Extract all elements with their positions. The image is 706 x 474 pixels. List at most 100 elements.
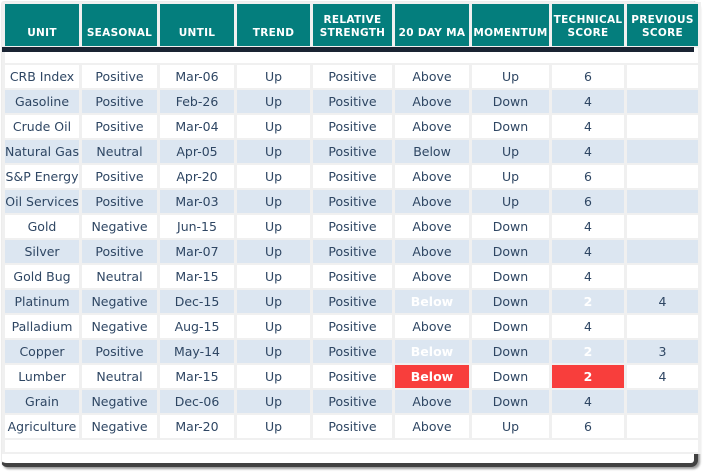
cell-ma_20: Above — [395, 390, 469, 413]
table-row-crb-index: CRB Index Positive Mar-06 Up Positive Above Up… — [5, 65, 698, 88]
cell-relative_strength: Positive — [313, 190, 392, 213]
table-row-s-p-energy: S&P Energy Positive Apr-20 Up Positive Above U… — [5, 165, 698, 188]
cell-technical_score: 4 — [552, 215, 624, 238]
cell-seasonal: Positive — [82, 240, 157, 263]
table-row-gold: Gold Negative Jun-15 Up Positive Above Down 4 — [5, 215, 698, 238]
cell-momentum: Down — [472, 390, 549, 413]
cell-unit: Natural Gas — [5, 140, 79, 163]
bottom-spacer-row — [5, 440, 698, 452]
cell-trend: Up — [237, 265, 310, 288]
cell-ma_20: Above — [395, 90, 469, 113]
cell-trend: Up — [237, 365, 310, 388]
cell-seasonal: Positive — [82, 65, 157, 88]
cell-relative_strength: Positive — [313, 90, 392, 113]
column-header-technical_score: TECHNICAL SCORE — [552, 4, 624, 46]
cell-technical_score: 6 — [552, 415, 624, 438]
cell-ma_20: Above — [395, 165, 469, 188]
cell-momentum: Up — [472, 65, 549, 88]
cell-relative_strength: Positive — [313, 315, 392, 338]
cell-technical_score: 6 — [552, 65, 624, 88]
cell-ma_20: Below — [395, 340, 469, 363]
table-row-lumber: Lumber Neutral Mar-15 Up Positive Below Down 2 4 — [5, 365, 698, 388]
cell-momentum: Up — [472, 415, 549, 438]
cell-seasonal: Negative — [82, 315, 157, 338]
cell-momentum: Down — [472, 290, 549, 313]
table-row-natural-gas: Natural Gas Neutral Apr-05 Up Positive Below U… — [5, 140, 698, 163]
cell-trend: Up — [237, 215, 310, 238]
cell-previous_score — [627, 390, 698, 413]
cell-seasonal: Neutral — [82, 265, 157, 288]
cell-ma_20: Above — [395, 415, 469, 438]
cell-unit: Grain — [5, 390, 79, 413]
cell-technical_score: 4 — [552, 140, 624, 163]
cell-previous_score — [627, 215, 698, 238]
cell-ma_20: Above — [395, 115, 469, 138]
cell-until: May-14 — [160, 340, 234, 363]
cell-until: Mar-03 — [160, 190, 234, 213]
cell-relative_strength: Positive — [313, 365, 392, 388]
cell-technical_score: 6 — [552, 190, 624, 213]
table-row-platinum: Platinum Negative Dec-15 Up Positive Below Dow… — [5, 290, 698, 313]
cell-technical_score: 2 — [552, 340, 624, 363]
column-header-relative_strength: RELATIVE STRENGTH — [313, 4, 392, 46]
cell-previous_score: 4 — [627, 365, 698, 388]
column-header-ma_20: 20 DAY MA — [395, 4, 469, 46]
cell-until: Mar-04 — [160, 115, 234, 138]
cell-until: Dec-15 — [160, 290, 234, 313]
cell-trend: Up — [237, 115, 310, 138]
cell-unit: Oil Services — [5, 190, 79, 213]
cell-ma_20: Above — [395, 65, 469, 88]
cell-momentum: Down — [472, 215, 549, 238]
cell-relative_strength: Positive — [313, 340, 392, 363]
cell-technical_score: 4 — [552, 240, 624, 263]
cell-technical_score: 2 — [552, 365, 624, 388]
cell-trend: Up — [237, 415, 310, 438]
header-row: UNIT SEASONAL UNTIL TREND RELATIVE STRENGTH 2… — [5, 4, 698, 46]
cell-unit: Gasoline — [5, 90, 79, 113]
cell-until: Aug-15 — [160, 315, 234, 338]
cell-technical_score: 4 — [552, 265, 624, 288]
cell-trend: Up — [237, 140, 310, 163]
cell-unit: Gold — [5, 215, 79, 238]
cell-momentum: Down — [472, 365, 549, 388]
cell-trend: Up — [237, 190, 310, 213]
cell-ma_20: Above — [395, 190, 469, 213]
column-header-trend: TREND — [237, 4, 310, 46]
cell-seasonal: Positive — [82, 90, 157, 113]
cell-trend: Up — [237, 290, 310, 313]
cell-relative_strength: Positive — [313, 240, 392, 263]
cell-relative_strength: Positive — [313, 165, 392, 188]
cell-unit: Palladium — [5, 315, 79, 338]
cell-unit: CRB Index — [5, 65, 79, 88]
cell-previous_score: 3 — [627, 340, 698, 363]
cell-trend: Up — [237, 315, 310, 338]
technical-score-table: UNIT SEASONAL UNTIL TREND RELATIVE STRENGTH 2… — [2, 2, 701, 454]
column-header-until: UNTIL — [160, 4, 234, 46]
column-header-seasonal: SEASONAL — [82, 4, 157, 46]
cell-previous_score — [627, 415, 698, 438]
cell-ma_20: Above — [395, 240, 469, 263]
table-row-gold-bug: Gold Bug Neutral Mar-15 Up Positive Above Down… — [5, 265, 698, 288]
cell-momentum: Down — [472, 340, 549, 363]
cell-seasonal: Positive — [82, 190, 157, 213]
cell-momentum: Up — [472, 140, 549, 163]
cell-relative_strength: Positive — [313, 65, 392, 88]
cell-momentum: Down — [472, 115, 549, 138]
cell-relative_strength: Positive — [313, 290, 392, 313]
cell-unit: Gold Bug — [5, 265, 79, 288]
cell-relative_strength: Positive — [313, 390, 392, 413]
cell-previous_score — [627, 240, 698, 263]
cell-trend: Up — [237, 240, 310, 263]
column-header-previous_score: PREVIOUS SCORE — [627, 4, 698, 46]
cell-unit: Platinum — [5, 290, 79, 313]
table-row-crude-oil: Crude Oil Positive Mar-04 Up Positive Above Do… — [5, 115, 698, 138]
bottom-spacer-cell — [5, 440, 698, 452]
cell-relative_strength: Positive — [313, 415, 392, 438]
cell-unit: Agriculture — [5, 415, 79, 438]
cell-previous_score — [627, 140, 698, 163]
cell-technical_score: 4 — [552, 315, 624, 338]
cell-technical_score: 4 — [552, 390, 624, 413]
cell-seasonal: Positive — [82, 115, 157, 138]
cell-relative_strength: Positive — [313, 265, 392, 288]
